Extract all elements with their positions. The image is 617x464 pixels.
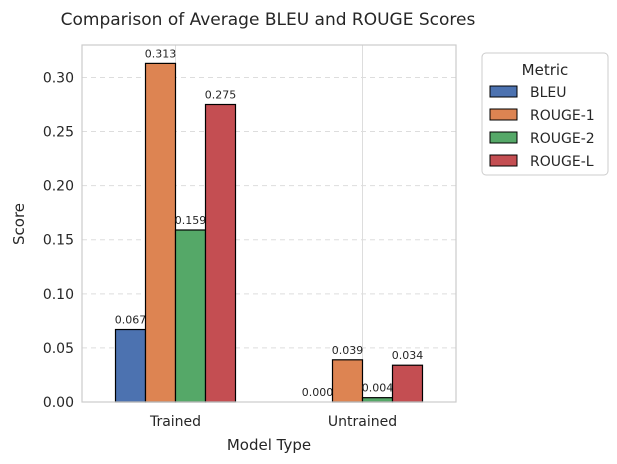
legend-label-rouge-1: ROUGE-1 xyxy=(530,108,595,124)
bar-rouge-2-trained xyxy=(174,229,207,403)
y-tick-label: 0.10 xyxy=(43,287,74,303)
legend-swatch-bleu xyxy=(489,85,518,98)
y-tick-label: 0.00 xyxy=(43,395,74,411)
plot-frame xyxy=(81,44,457,403)
legend-swatch-rouge-l xyxy=(489,154,518,167)
data-label: 0.034 xyxy=(392,349,424,362)
y-tick-label: 0.05 xyxy=(43,341,74,357)
x-tick-label: Untrained xyxy=(328,414,397,430)
legend-label-bleu: BLEU xyxy=(530,85,567,101)
legend-label-rouge-2: ROUGE-2 xyxy=(530,131,595,147)
bar-bleu-trained xyxy=(114,328,147,403)
legend-swatch-rouge-1 xyxy=(489,108,518,121)
bar-rouge-1-trained xyxy=(144,62,177,403)
y-tick-label: 0.20 xyxy=(43,179,74,195)
chart-title: Comparison of Average BLEU and ROUGE Sco… xyxy=(61,10,476,30)
bar-rouge-l-trained xyxy=(204,103,237,403)
plot-area: 0.00 0.05 0.10 0.15 0.20 0.25 0.30 0.067 0.313 0.… xyxy=(43,44,457,430)
data-label: 0.039 xyxy=(332,344,364,357)
data-label: 0.067 xyxy=(115,314,147,327)
data-label: 0.004 xyxy=(362,382,394,395)
legend-label-rouge-l: ROUGE-L xyxy=(530,154,594,170)
y-tick-label: 0.15 xyxy=(43,233,74,249)
data-label: 0.159 xyxy=(175,214,207,227)
data-label: 0.313 xyxy=(145,47,177,60)
x-axis-label: Model Type xyxy=(227,436,311,454)
y-axis-label: Score xyxy=(10,203,28,245)
y-tick-label: 0.30 xyxy=(43,70,74,86)
y-tick-label: 0.25 xyxy=(43,125,74,141)
x-tick-label: Trained xyxy=(149,414,201,430)
legend-swatch-rouge-2 xyxy=(489,131,518,144)
legend-box xyxy=(481,52,609,176)
legend-title: Metric xyxy=(522,61,569,79)
data-label: 0.000 xyxy=(302,386,334,399)
bar-rouge-1-untrained xyxy=(331,359,364,403)
bar-rouge-l-untrained xyxy=(391,364,424,403)
bar-rouge-2-untrained xyxy=(361,397,394,403)
data-label: 0.275 xyxy=(205,89,237,102)
legend: Metric BLEU ROUGE-1 ROUGE-2 ROUGE-L xyxy=(481,52,609,176)
